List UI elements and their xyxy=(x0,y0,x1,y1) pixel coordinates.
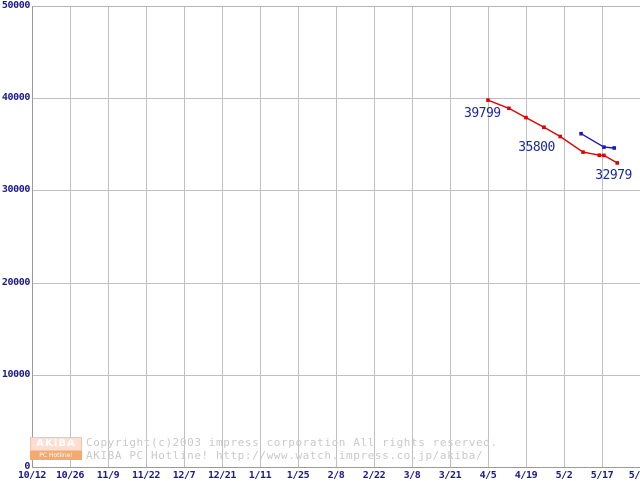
x-axis-tick-label: 4/5 xyxy=(479,470,497,481)
data-value-label: 39799 xyxy=(464,106,501,122)
gridline-vertical xyxy=(70,6,71,467)
series-marker-red-series xyxy=(615,161,619,165)
series-line-blue-series xyxy=(580,133,615,149)
x-axis-tick-label: 2/22 xyxy=(362,470,386,481)
x-axis-tick-label: 10/12 xyxy=(17,470,47,481)
gridline-vertical xyxy=(260,6,261,467)
x-axis-tick-label: 3/8 xyxy=(403,470,421,481)
source-url-line: AKIBA PC Hotline! http://www.watch.impre… xyxy=(86,449,484,462)
y-axis-tick-label: 40000 xyxy=(1,92,31,104)
x-axis-tick-label: 12/7 xyxy=(172,470,196,481)
gridline-vertical xyxy=(602,6,603,467)
gridline-vertical xyxy=(336,6,337,467)
y-axis-tick-label: 30000 xyxy=(1,184,31,196)
gridline-vertical xyxy=(526,6,527,467)
akiba-logo-wordmark: AKIBA xyxy=(30,437,82,451)
watermark-footer: AKIBA PC Hotline! Copyright(c)2003 impre… xyxy=(30,437,640,467)
series-marker-red-series xyxy=(524,115,528,120)
series-marker-blue-series xyxy=(612,146,616,150)
series-marker-red-series xyxy=(597,153,602,157)
gridline-vertical xyxy=(488,6,489,467)
x-axis-tick-label: 2/8 xyxy=(327,470,345,481)
gridline-vertical xyxy=(146,6,147,467)
y-axis-tick-label: 0 xyxy=(24,461,30,472)
gridline-vertical xyxy=(450,6,451,467)
gridline-vertical xyxy=(412,6,413,467)
series-marker-red-series xyxy=(581,150,585,154)
series-marker-red-series xyxy=(558,134,562,139)
gridline-vertical xyxy=(184,6,185,467)
series-marker-blue-series xyxy=(602,145,606,149)
x-axis-line xyxy=(32,467,640,468)
akiba-logo-tagline: PC Hotline! xyxy=(30,451,82,460)
x-axis-tick-label: 4/19 xyxy=(514,470,538,481)
akiba-logo-text: AKIBA xyxy=(36,438,76,449)
gridline-horizontal xyxy=(32,374,640,376)
x-axis-tick-label: 5/17 xyxy=(590,470,614,481)
y-axis-tick-label: 50000 xyxy=(1,0,31,11)
akiba-logo-tagline-text: PC Hotline! xyxy=(39,452,73,459)
data-value-label: 32979 xyxy=(595,167,632,183)
data-value-label: 35800 xyxy=(518,139,555,155)
x-axis-tick-label: 1/25 xyxy=(286,470,310,481)
y-axis-tick-label: 10000 xyxy=(1,368,31,380)
series-marker-blue-series xyxy=(579,131,583,136)
x-axis-tick-label: 3/21 xyxy=(438,470,462,481)
series-marker-red-series xyxy=(542,125,546,129)
x-axis-tick-label: 10/26 xyxy=(55,470,85,481)
gridline-vertical xyxy=(298,6,299,467)
gridline-vertical xyxy=(108,6,109,467)
gridline-horizontal xyxy=(32,282,640,284)
x-axis-tick-label: 1/11 xyxy=(248,470,272,481)
gridline-vertical xyxy=(564,6,565,467)
akiba-logo: AKIBA PC Hotline! xyxy=(30,437,82,461)
copyright-line: Copyright(c)2003 impress corporation All… xyxy=(86,436,498,449)
series-marker-red-series xyxy=(507,106,511,111)
y-axis-line xyxy=(32,6,33,468)
x-axis-tick-label: 11/22 xyxy=(131,470,161,481)
x-axis-tick-label: 12/21 xyxy=(207,470,237,481)
gridline-horizontal xyxy=(32,190,640,192)
gridline-vertical xyxy=(374,6,375,467)
y-axis-tick-label: 20000 xyxy=(1,276,31,288)
series-marker-red-series xyxy=(602,153,606,158)
gridline-vertical xyxy=(222,6,223,467)
series-marker-red-series xyxy=(486,98,490,102)
gridline-horizontal xyxy=(32,98,640,100)
x-axis-tick-label: 5/2 xyxy=(555,470,573,481)
x-axis-tick-label: 11/9 xyxy=(96,470,120,481)
plot-frame-top xyxy=(32,6,640,7)
x-axis-tick-label: 5/24 xyxy=(628,470,640,481)
